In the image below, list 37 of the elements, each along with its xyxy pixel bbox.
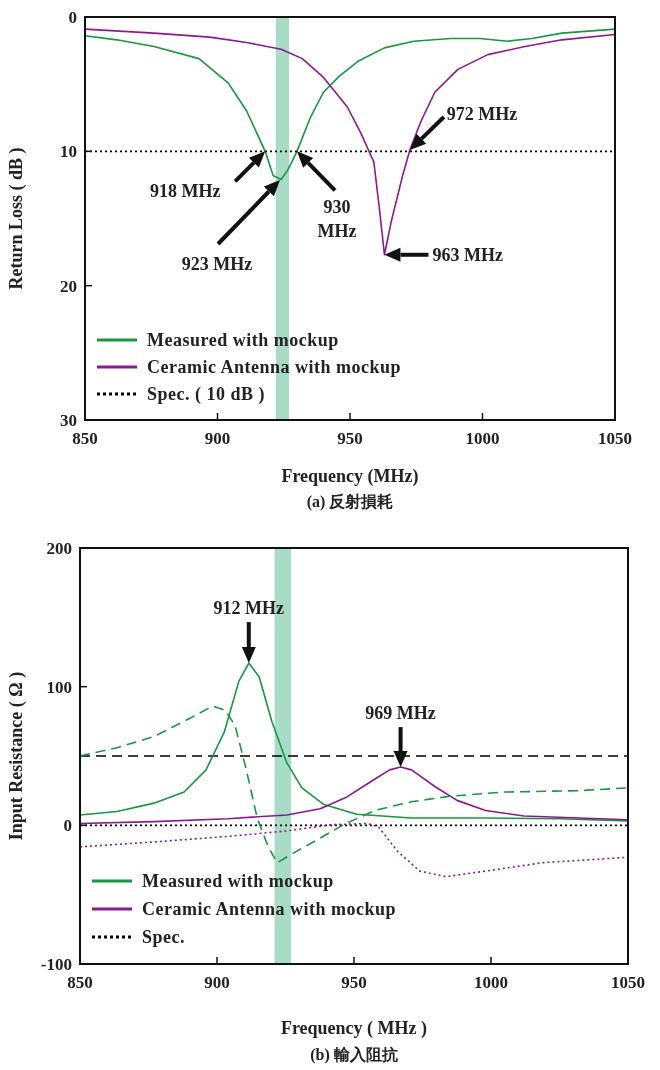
legend-label: Spec. bbox=[142, 927, 185, 947]
annotation: 963 MHz bbox=[432, 244, 503, 265]
x-tick-label: 1000 bbox=[474, 973, 508, 992]
y-tick-label: 0 bbox=[63, 816, 72, 836]
legend-label: Ceramic Antenna with mockup bbox=[142, 899, 397, 919]
x-tick-label: 1000 bbox=[465, 429, 500, 448]
x-tick-label: 950 bbox=[341, 973, 367, 992]
annotation: 918 MHz bbox=[149, 181, 221, 202]
y-tick-label: 100 bbox=[46, 677, 72, 697]
annotation: 923 MHz bbox=[181, 254, 253, 274]
x-tick-label: 850 bbox=[67, 973, 93, 992]
y-tick-label: 20 bbox=[60, 276, 77, 296]
legend-label: Ceramic Antenna with mockup bbox=[147, 357, 402, 377]
x-tick-label: 900 bbox=[204, 429, 231, 448]
x-tick-label: 900 bbox=[204, 973, 230, 992]
y-axis-title: Return Loss ( dB ) bbox=[6, 147, 27, 290]
y-axis-title: Input Resistance ( Ω ) bbox=[6, 671, 27, 841]
x-axis-title: Frequency ( MHz ) bbox=[280, 1018, 428, 1039]
y-tick-label: 10 bbox=[60, 142, 77, 162]
legend-label: Measured with mockup bbox=[147, 330, 339, 350]
y-tick-label: 30 bbox=[60, 411, 77, 430]
x-tick-label: 950 bbox=[337, 429, 363, 448]
legend-label: Spec. ( 10 dB ) bbox=[147, 384, 266, 405]
x-tick-label: 850 bbox=[72, 429, 98, 448]
text: (b) 輸入阻抗 bbox=[310, 1046, 398, 1064]
x-axis-title: Frequency (MHz) bbox=[281, 466, 419, 487]
annotation: 912 MHz bbox=[213, 598, 285, 619]
text: (a) 反射損耗 bbox=[306, 493, 394, 511]
annotation: 969 MHz bbox=[365, 703, 436, 724]
x-tick-label: 1050 bbox=[611, 973, 645, 992]
y-tick-label: 0 bbox=[68, 8, 77, 27]
y-tick-label: -100 bbox=[40, 955, 72, 974]
x-tick-label: 1050 bbox=[598, 429, 632, 448]
legend-label: Measured with mockup bbox=[142, 871, 334, 891]
y-tick-label: 200 bbox=[46, 539, 72, 558]
annotation: 972 MHz bbox=[446, 103, 518, 124]
annotation: 930 MHz bbox=[317, 197, 357, 242]
